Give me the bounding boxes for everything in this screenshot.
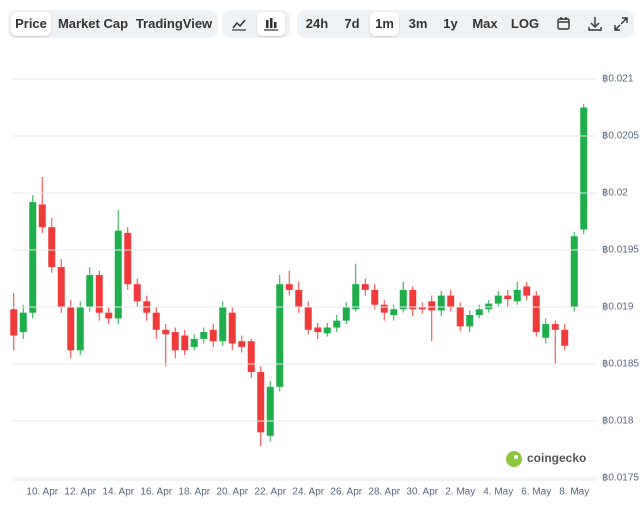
range-button[interactable]: 3m (408, 16, 428, 31)
x-tick-label: 28. Apr (368, 487, 400, 498)
tab-button[interactable]: Price (11, 12, 51, 36)
range-button[interactable]: Max (472, 16, 498, 31)
watermark: coingecko (527, 451, 586, 465)
x-tick-label: 12. Apr (64, 487, 96, 498)
y-tick-label: ฿0.0195 (602, 245, 639, 256)
line-icon[interactable] (226, 12, 252, 36)
tab-button[interactable]: TradingView (135, 16, 213, 31)
y-tick-label: ฿0.019 (602, 302, 634, 313)
y-tick-label: ฿0.02 (602, 188, 628, 199)
x-tick-label: 4. May (483, 487, 513, 498)
x-tick-label: 18. Apr (178, 487, 210, 498)
x-tick-label: 26. Apr (330, 487, 362, 498)
x-tick-label: 20. Apr (216, 487, 248, 498)
range-button[interactable]: 24h (305, 16, 329, 31)
x-tick-label: 6. May (521, 487, 551, 498)
x-tick-label: 30. Apr (406, 487, 438, 498)
watermark-logo-eye (514, 455, 518, 459)
x-tick-label: 22. Apr (254, 487, 286, 498)
range-button[interactable]: 1m (370, 12, 399, 36)
range-button[interactable]: LOG (510, 16, 540, 31)
candle-icon[interactable] (257, 12, 285, 36)
range-group (297, 10, 634, 38)
watermark-logo (506, 451, 522, 467)
range-button[interactable]: 1y (443, 16, 458, 31)
y-tick-label: ฿0.0185 (602, 359, 639, 370)
x-tick-label: 8. May (559, 487, 589, 498)
x-tick-label: 2. May (445, 487, 475, 498)
tool-icons[interactable] (552, 12, 632, 36)
x-tick-label: 14. Apr (102, 487, 134, 498)
x-tick-label: 16. Apr (140, 487, 172, 498)
y-tick-label: ฿0.021 (602, 74, 634, 85)
y-tick-label: ฿0.0205 (602, 131, 639, 142)
y-tick-label: ฿0.018 (602, 416, 634, 427)
y-tick-label: ฿0.0175 (602, 473, 639, 484)
x-tick-label: 24. Apr (292, 487, 324, 498)
x-tick-label: 10. Apr (26, 487, 58, 498)
tab-button[interactable]: Market Cap (57, 16, 129, 31)
range-button[interactable]: 7d (344, 16, 360, 31)
